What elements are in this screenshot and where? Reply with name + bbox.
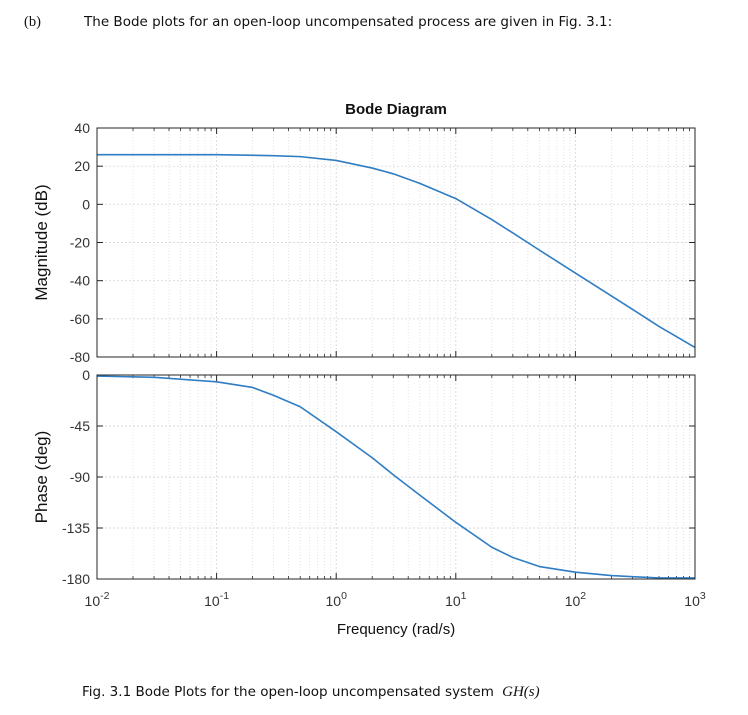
phase-series-line — [96, 375, 695, 579]
caption-text: Fig. 3.1 Bode Plots for the open-loop un… — [82, 684, 494, 700]
x-tick-label: 10-1 — [204, 590, 229, 609]
x-tick-base: 10 — [445, 593, 461, 609]
mag-y-tick-label: -80 — [70, 349, 90, 365]
mag-y-tick-label: 40 — [74, 120, 90, 136]
mag-y-tick-label: -20 — [70, 235, 90, 251]
x-tick-base: 10 — [684, 593, 700, 609]
phase-y-tick-label: -135 — [62, 520, 90, 536]
x-tick-base: 10 — [565, 593, 581, 609]
phase-y-tick-label: -90 — [70, 469, 90, 485]
phase-y-tick-label: -180 — [62, 571, 90, 587]
phase-y-tick-label: 0 — [82, 367, 90, 383]
x-tick-exponent: -2 — [100, 590, 109, 602]
mag-y-tick-label: 0 — [82, 196, 90, 212]
phase-y-tick-label: -45 — [70, 418, 90, 434]
x-tick-label: 100 — [325, 590, 347, 609]
mag-series-line — [97, 153, 696, 349]
mag-panel: 40 20 0 -20 -40 -60 -80 Magnitude (dB) Bode Diag… — [32, 101, 696, 365]
x-tick-exponent: 3 — [700, 590, 706, 602]
x-tick-exponent: 1 — [461, 590, 467, 602]
mag-y-tick-label: -60 — [70, 311, 90, 327]
phase-y-axis-label: Phase (deg) — [32, 431, 51, 524]
phase-axes-box — [96, 374, 696, 580]
x-tick-exponent: 0 — [341, 590, 347, 602]
x-tick-label: 103 — [684, 590, 706, 609]
figure-caption: Fig. 3.1 Bode Plots for the open-loop un… — [82, 684, 540, 701]
x-tick-exponent: -1 — [220, 590, 229, 602]
x-tick-base: 10 — [204, 593, 220, 609]
x-tick-base: 10 — [85, 593, 101, 609]
mag-y-tick-label: -40 — [70, 273, 90, 289]
mag-axes-box — [96, 127, 696, 358]
question-label: (b) — [24, 14, 41, 30]
x-tick-exponent: 2 — [580, 590, 586, 602]
x-tick-base: 10 — [325, 593, 341, 609]
x-tick-label: 101 — [445, 590, 467, 609]
caption-math: GH(s) — [502, 684, 540, 700]
mag-plot-area — [97, 128, 695, 357]
question-line: (b) The Bode plots for an open-loop unco… — [24, 14, 612, 31]
x-tick-label: 102 — [565, 590, 587, 609]
x-axis-label: Frequency (rad/s) — [337, 621, 455, 638]
question-text: The Bode plots for an open-loop uncompen… — [84, 14, 613, 30]
chart-title: Bode Diagram — [345, 101, 447, 118]
mag-y-tick-label: 20 — [74, 158, 90, 174]
mag-y-axis-label: Magnitude (dB) — [32, 184, 51, 300]
x-tick-label: 10-2 — [85, 590, 110, 609]
